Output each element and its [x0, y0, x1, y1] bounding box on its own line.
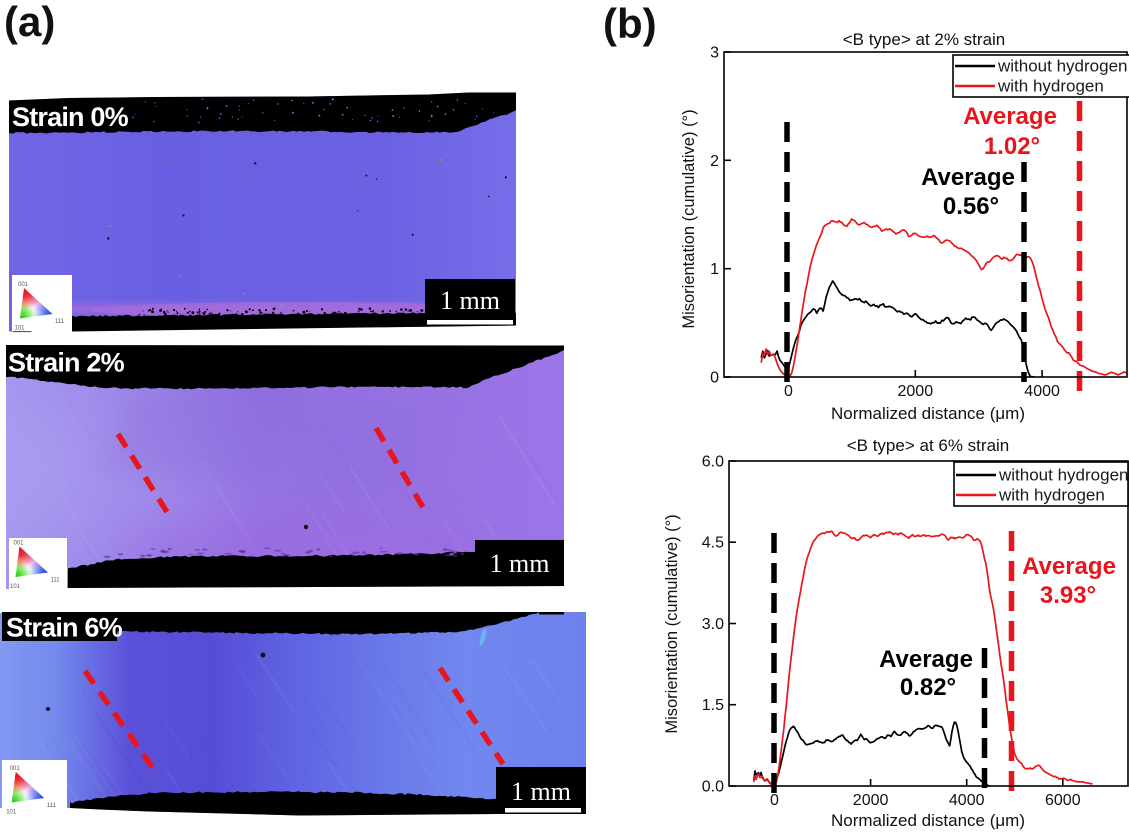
svg-text:0.56°: 0.56° [943, 193, 999, 220]
svg-text:0.0: 0.0 [702, 779, 724, 796]
svg-text:with hydrogen: with hydrogen [998, 486, 1105, 505]
svg-text:without hydrogen: without hydrogen [997, 57, 1127, 76]
svg-text:1 mm: 1 mm [511, 777, 571, 806]
svg-text:0: 0 [770, 792, 779, 809]
svg-text:1 mm: 1 mm [440, 286, 500, 315]
svg-text:101: 101 [10, 584, 21, 590]
svg-text:Average: Average [1022, 553, 1116, 580]
svg-text:with hydrogen: with hydrogen [997, 77, 1104, 96]
svg-text:Strain 6%: Strain 6% [6, 613, 123, 643]
svg-text:<B type> at 6% strain: <B type> at 6% strain [847, 436, 1010, 455]
svg-text:6.0: 6.0 [702, 454, 724, 471]
svg-text:Average: Average [879, 646, 973, 673]
svg-text:4.5: 4.5 [702, 535, 724, 552]
svg-text:Misorientation (cumulative) (°: Misorientation (cumulative) (°) [680, 109, 698, 328]
svg-text:0: 0 [710, 370, 719, 387]
svg-text:001: 001 [10, 766, 21, 772]
svg-text:001: 001 [18, 282, 29, 288]
svg-text:111: 111 [51, 578, 61, 584]
svg-text:3.0: 3.0 [702, 616, 724, 633]
svg-text:3.93°: 3.93° [1040, 582, 1096, 609]
svg-text:2000: 2000 [853, 792, 889, 809]
svg-text:4000: 4000 [1024, 383, 1060, 400]
svg-text:101: 101 [6, 810, 17, 816]
svg-text:0.82°: 0.82° [900, 674, 956, 701]
svg-text:<B type> at 2% strain: <B type> at 2% strain [843, 30, 1006, 49]
svg-text:1: 1 [710, 261, 719, 278]
svg-text:Strain 2%: Strain 2% [8, 348, 125, 378]
svg-text:Normalized distance (μm): Normalized distance (μm) [831, 811, 1025, 830]
svg-text:3: 3 [710, 45, 719, 62]
svg-text:6000: 6000 [1045, 792, 1081, 809]
svg-text:111: 111 [55, 319, 65, 325]
svg-text:4000: 4000 [949, 792, 985, 809]
svg-text:1.5: 1.5 [702, 697, 724, 714]
svg-text:Average: Average [963, 103, 1057, 130]
svg-text:Strain 0%: Strain 0% [12, 102, 129, 132]
svg-text:0: 0 [784, 383, 793, 400]
svg-text:001: 001 [14, 541, 25, 547]
svg-text:Normalized distance (μm): Normalized distance (μm) [831, 404, 1025, 423]
svg-text:101: 101 [15, 326, 26, 332]
svg-text:1 mm: 1 mm [490, 549, 550, 578]
svg-text:2000: 2000 [898, 383, 934, 400]
svg-text:Average: Average [921, 164, 1015, 191]
svg-text:2: 2 [710, 153, 719, 170]
svg-text:Misorientation (cumulative) (°: Misorientation (cumulative) (°) [663, 514, 681, 733]
svg-text:111: 111 [47, 803, 57, 809]
svg-text:without hydrogen: without hydrogen [998, 466, 1128, 485]
svg-text:1.02°: 1.02° [984, 133, 1040, 160]
